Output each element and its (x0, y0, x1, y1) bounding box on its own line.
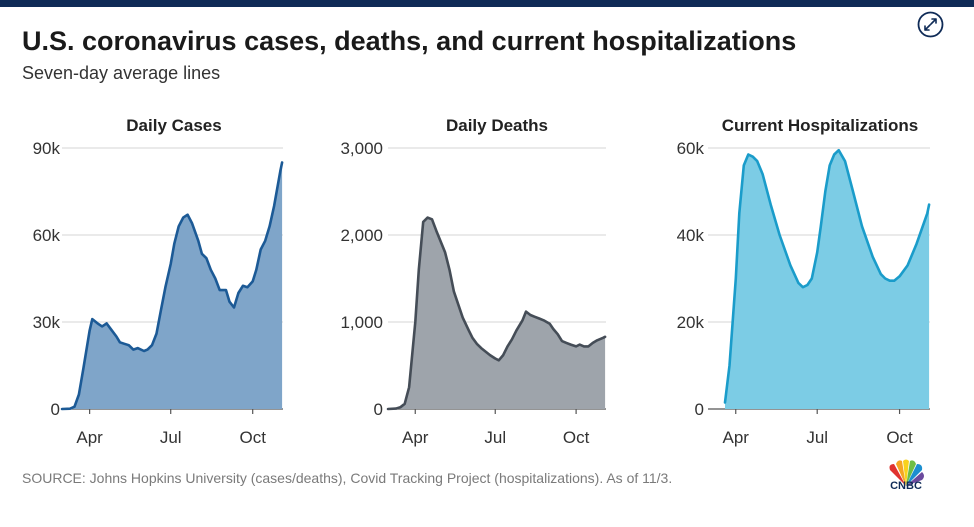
deaths-x-tick-label-0: Apr (402, 428, 429, 447)
deaths-y-tick-label-0: 0 (374, 400, 383, 419)
hosp-x-tick-label-2: Oct (886, 428, 913, 447)
top-brand-bar (0, 0, 974, 7)
deaths-y-tick-label-2: 2,000 (340, 226, 383, 245)
hosp-x-tick-label-1: Jul (806, 428, 828, 447)
cnbc-logo-text: CNBC (890, 480, 922, 492)
hosp-series-line (723, 148, 931, 404)
cases-y-tick-label-2: 60k (33, 226, 61, 245)
cases-series-line (60, 161, 284, 411)
deaths-x-tick-label-1: Jul (484, 428, 506, 447)
hosp-y-tick-label-2: 40k (677, 226, 705, 245)
cases-x-tick-label-2: Oct (239, 428, 266, 447)
hosp-x-tick-label-0: Apr (723, 428, 750, 447)
cases-y-tick-label-0: 0 (51, 400, 60, 419)
hosp-y-tick-label-3: 60k (677, 139, 705, 158)
hosp-y-tick-label-0: 0 (695, 400, 704, 419)
expand-arrows-icon[interactable] (917, 11, 944, 38)
page-subtitle: Seven-day average lines (22, 63, 221, 83)
peacock-logo-icon (889, 459, 924, 486)
cases-y-tick-label-3: 90k (33, 139, 61, 158)
hosp-area (725, 150, 930, 409)
cases-area (62, 162, 283, 409)
cases-y-tick-label-1: 30k (33, 313, 61, 332)
cases-x-tick-label-1: Jul (160, 428, 182, 447)
cases-chart-title: Daily Cases (126, 116, 221, 135)
cases-x-tick-label-0: Apr (76, 428, 103, 447)
deaths-chart-title: Daily Deaths (446, 116, 548, 135)
source-note: SOURCE: Johns Hopkins University (cases/… (22, 470, 673, 486)
deaths-area (388, 217, 606, 409)
deaths-y-tick-label-3: 3,000 (340, 139, 383, 158)
hosp-chart-title: Current Hospitalizations (722, 116, 918, 135)
deaths-x-tick-label-2: Oct (563, 428, 590, 447)
page-title: U.S. coronavirus cases, deaths, and curr… (22, 26, 797, 56)
deaths-y-tick-label-1: 1,000 (340, 313, 383, 332)
deaths-series-line (386, 216, 607, 411)
hosp-y-tick-label-1: 20k (677, 313, 705, 332)
